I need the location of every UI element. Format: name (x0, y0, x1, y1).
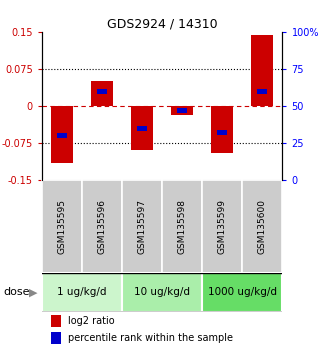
Bar (91, 81, 113, 106)
Title: GDS2924 / 14310: GDS2924 / 14310 (107, 18, 217, 31)
Bar (42, 273, 122, 312)
Bar (51, 332, 61, 344)
Bar (217, 130, 227, 135)
Bar (171, 106, 193, 115)
Bar (242, 180, 282, 273)
Text: GSM135600: GSM135600 (258, 199, 267, 254)
Bar (51, 106, 73, 163)
Bar (177, 108, 187, 113)
Text: 1 ug/kg/d: 1 ug/kg/d (57, 287, 107, 297)
Text: GSM135599: GSM135599 (218, 199, 227, 254)
Text: ▶: ▶ (29, 287, 37, 297)
Bar (202, 273, 282, 312)
Bar (51, 315, 61, 327)
Bar (57, 133, 67, 138)
Text: log2 ratio: log2 ratio (68, 316, 115, 326)
Bar (162, 180, 202, 273)
Text: GSM135596: GSM135596 (97, 199, 107, 254)
Bar (97, 89, 107, 94)
Text: dose: dose (3, 287, 30, 297)
Bar (211, 106, 233, 153)
Bar (251, 35, 273, 106)
Bar (137, 126, 147, 131)
Bar (131, 106, 153, 150)
Bar (82, 180, 122, 273)
Bar (202, 180, 242, 273)
Bar (122, 273, 202, 312)
Text: 10 ug/kg/d: 10 ug/kg/d (134, 287, 190, 297)
Text: 1000 ug/kg/d: 1000 ug/kg/d (208, 287, 277, 297)
Text: GSM135598: GSM135598 (178, 199, 187, 254)
Text: GSM135597: GSM135597 (137, 199, 147, 254)
Bar (257, 89, 267, 94)
Bar (122, 180, 162, 273)
Text: percentile rank within the sample: percentile rank within the sample (68, 333, 233, 343)
Bar (42, 180, 82, 273)
Text: GSM135595: GSM135595 (57, 199, 66, 254)
